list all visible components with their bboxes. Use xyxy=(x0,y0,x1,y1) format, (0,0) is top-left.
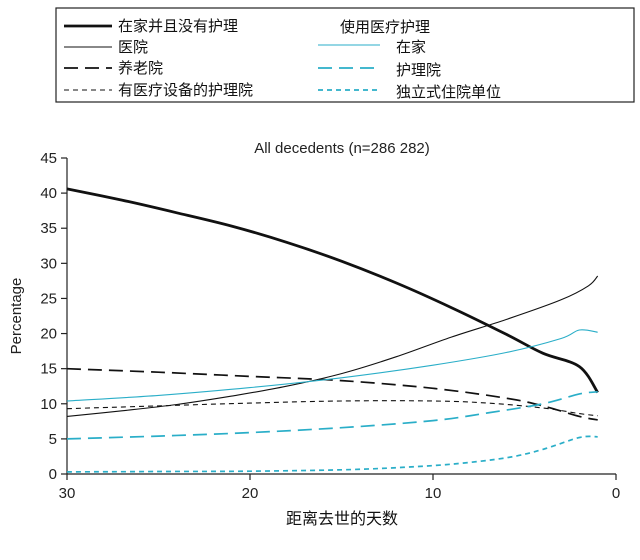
legend-frame xyxy=(55,7,635,103)
legend-group-title: 使用医疗护理 xyxy=(340,18,430,36)
y-tick-label: 35 xyxy=(40,220,57,237)
legend-label-6: 独立式住院单位 xyxy=(396,83,501,101)
x-tick-label: 20 xyxy=(242,485,259,502)
y-tick-label: 10 xyxy=(40,396,57,413)
axes: 0 5 10 15 20 25 30 35 40 45 30 20 10 0 xyxy=(40,150,620,502)
y-tick-label: 45 xyxy=(40,150,57,167)
x-axis-label: 距离去世的天数 xyxy=(286,509,398,528)
legend-label-5: 护理院 xyxy=(396,61,441,79)
y-tick-label: 20 xyxy=(40,326,57,343)
legend-label-1: 医院 xyxy=(118,38,148,56)
series-line-3 xyxy=(66,400,598,417)
legend-label-3: 有医疗设备的护理院 xyxy=(118,81,253,99)
x-tick-label: 0 xyxy=(612,485,620,502)
series-line-6 xyxy=(66,435,598,473)
legend-label-0: 在家并且没有护理 xyxy=(118,17,238,35)
x-tick-label: 10 xyxy=(425,485,442,502)
series-line-4 xyxy=(66,329,598,402)
chart-title: All decedents (n=286 282) xyxy=(254,140,430,157)
x-tick-label: 30 xyxy=(59,485,76,502)
y-tick-label: 25 xyxy=(40,290,57,307)
series-line-0 xyxy=(66,187,599,394)
series-layer xyxy=(66,187,599,473)
y-tick-label: 0 xyxy=(49,466,57,483)
y-tick-label: 5 xyxy=(49,431,57,448)
series-line-5 xyxy=(66,390,598,440)
legend-label-4: 在家 xyxy=(396,38,426,56)
y-tick-label: 40 xyxy=(40,185,57,202)
legend-label-2: 养老院 xyxy=(118,59,163,77)
y-axis-label: Percentage xyxy=(8,278,25,355)
y-tick-label: 30 xyxy=(40,255,57,272)
series-line-1 xyxy=(66,275,599,417)
series-line-2 xyxy=(66,367,598,421)
y-tick-label: 15 xyxy=(40,361,57,378)
